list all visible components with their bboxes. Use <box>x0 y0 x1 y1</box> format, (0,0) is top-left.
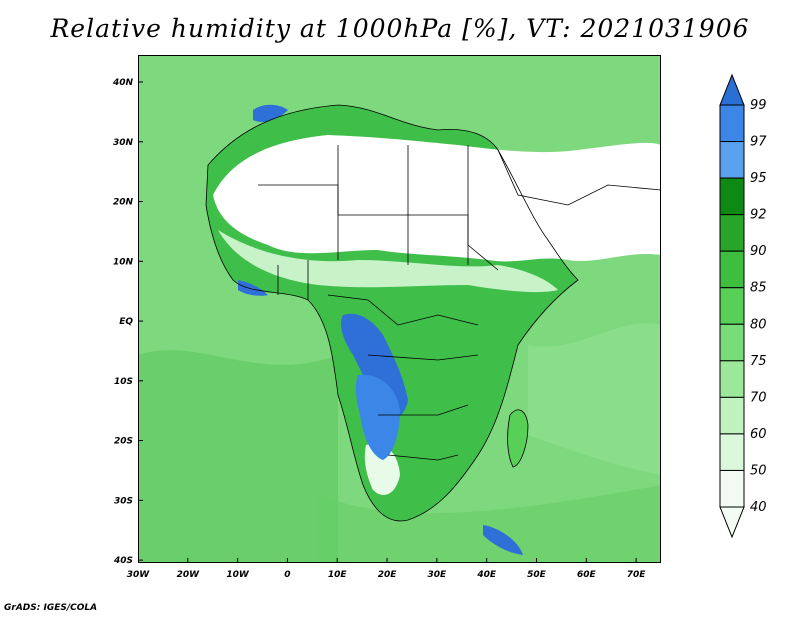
colorbar-swatch <box>719 396 745 435</box>
colorbar-label: 97 <box>750 135 767 150</box>
map-frame <box>138 55 661 563</box>
sahara-dry-region <box>213 135 661 262</box>
angola-saturated-area <box>355 374 400 460</box>
colorbar-label: 40 <box>750 500 767 515</box>
axis-ticks <box>138 81 637 563</box>
kalahari-semidry <box>364 443 400 495</box>
colorbar-swatch <box>719 469 745 508</box>
lat-tick-label: 40S <box>113 556 133 566</box>
lat-tick-label: 30S <box>114 496 133 506</box>
country-borders <box>205 104 661 522</box>
south-coast-saturated <box>483 525 523 555</box>
sahel-semidry-belt <box>218 230 558 293</box>
lon-tick-label: 70E <box>627 570 647 580</box>
lon-tick-label: 30W <box>127 570 151 580</box>
colorbar-label: 90 <box>750 244 767 259</box>
lon-tick-label: 0 <box>284 570 290 580</box>
colorbar-swatch <box>719 250 745 289</box>
lat-tick-label: 40N <box>112 78 134 88</box>
colorbar: 99 97 95 92 90 85 80 75 70 60 50 40 <box>719 73 767 539</box>
lon-tick-label: 20W <box>177 570 201 580</box>
lat-tick-label: EQ <box>119 317 133 327</box>
colorbar-bottom-arrow <box>719 506 745 539</box>
lon-tick-label: 60E <box>577 570 597 580</box>
lat-tick-label: 20S <box>114 437 133 447</box>
ocean-humid-band <box>138 350 338 563</box>
colorbar-label: 75 <box>750 354 767 369</box>
lon-tick-label: 40E <box>476 570 497 580</box>
morocco-coast-saturated <box>253 104 288 122</box>
lon-tick-label: 30E <box>428 570 448 580</box>
south-ocean-band <box>318 485 661 563</box>
indian-ocean-band <box>528 323 661 475</box>
colorbar-label: 80 <box>750 317 767 332</box>
map-title: Relative humidity at 1000hPa [%], VT: 20… <box>50 14 750 43</box>
lat-tick-label: 10S <box>114 377 133 387</box>
lon-tick-label: 10E <box>328 570 348 580</box>
madagascar <box>507 409 529 468</box>
colorbar-label: 70 <box>750 390 767 405</box>
lon-tick-label: 20E <box>378 570 398 580</box>
lat-tick-label: 30N <box>113 138 134 148</box>
colorbar-swatch <box>719 287 745 325</box>
lon-tick-label: 50E <box>527 570 547 580</box>
colorbar-label: 92 <box>750 208 767 223</box>
colorbar-label: 95 <box>750 171 767 186</box>
colorbar-label: 99 <box>750 98 767 113</box>
lat-tick-label: 20N <box>113 198 134 208</box>
guinea-coast-saturated <box>238 280 268 296</box>
colorbar-label: 85 <box>750 281 767 296</box>
colorbar-swatch <box>719 360 745 398</box>
colorbar-label: 50 <box>750 463 767 478</box>
lat-tick-label: 10N <box>113 257 134 267</box>
grads-credit: GrADS: IGES/COLA <box>4 603 98 613</box>
map-panel <box>138 55 661 563</box>
colorbar-label: 60 <box>750 427 767 442</box>
lon-tick-label: 10W <box>226 570 250 580</box>
